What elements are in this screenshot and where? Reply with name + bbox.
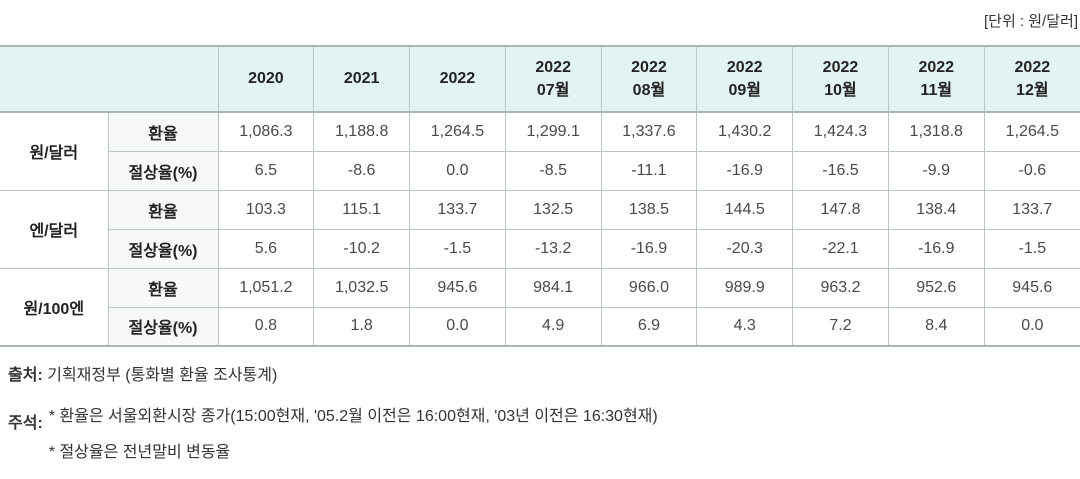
note-label: 주석: <box>8 415 43 432</box>
metric-label: 절상율(%) <box>108 306 219 347</box>
table-row: 원/100엔 환율 1,051.2 1,032.5 945.6 984.1 966.0 989… <box>0 267 1080 347</box>
value-cell: -1.5 <box>409 228 506 269</box>
column-header-2022-10월: 2022 10월 <box>792 45 889 113</box>
value-cell: 1,337.6 <box>600 111 698 152</box>
note-lines: * 환율은 서울외환시장 종가(15:00현재, '05.2월 이전은 16:0… <box>49 409 658 461</box>
source-label: 출처: <box>8 367 43 384</box>
metric-label: 환율 <box>107 267 219 308</box>
unit-label: [단위 : 원/달러] <box>983 13 1078 30</box>
value-cell: 115.1 <box>313 189 411 230</box>
metric-label: 절상율(%) <box>108 150 219 191</box>
value-cell: 5.6 <box>217 228 315 269</box>
value-cell: 1,264.5 <box>409 111 506 152</box>
value-cell: 1.8 <box>313 306 411 347</box>
value-cell: -16.5 <box>792 150 889 191</box>
value-cell: -13.2 <box>504 228 602 269</box>
value-cell: 1,430.2 <box>696 111 794 152</box>
table-row: 절상율(%) 0.8 1.8 0.0 4.9 6.9 4.3 7.2 8.4 0.0 <box>0 306 1080 347</box>
table-header: 2020 2021 2022 2022 07월 2022 08월 2022 09월 2022 10월… <box>0 45 1080 113</box>
value-cell: 138.4 <box>887 189 985 230</box>
value-cell: 138.5 <box>600 189 698 230</box>
currency-pair-label: 원/달러 <box>0 111 109 191</box>
value-cell: 989.9 <box>696 267 794 308</box>
value-cell: 147.8 <box>792 189 889 230</box>
value-cell: 966.0 <box>600 267 698 308</box>
metric-label: 환율 <box>107 111 219 152</box>
value-cell: -16.9 <box>600 228 698 269</box>
value-cell: 963.2 <box>792 267 889 308</box>
value-cell: 1,086.3 <box>217 111 315 152</box>
value-cell: -20.3 <box>696 228 794 269</box>
value-cell: -0.6 <box>983 150 1080 191</box>
currency-pair-label: 엔/달러 <box>0 189 109 269</box>
value-cell: -8.5 <box>504 150 602 191</box>
value-cell: 0.0 <box>983 306 1080 347</box>
note-block: 주석: * 환율은 서울외환시장 종가(15:00현재, '05.2월 이전은 … <box>8 409 658 461</box>
value-cell: -16.9 <box>696 150 794 191</box>
value-cell: 1,051.2 <box>217 267 315 308</box>
value-cell: -9.9 <box>887 150 985 191</box>
column-header-2020: 2020 <box>217 45 315 113</box>
source-line: 출처: 기획재정부 (통화별 환율 조사통계) <box>8 361 277 385</box>
value-cell: 144.5 <box>696 189 794 230</box>
table-row: 절상율(%) 5.6 -10.2 -1.5 -13.2 -16.9 -20.3 -22.1 -1… <box>0 228 1080 269</box>
table-row: 원/달러 환율 1,086.3 1,188.8 1,264.5 1,299.1 1,337.… <box>0 111 1080 191</box>
column-header-2022-11월: 2022 11월 <box>887 45 985 113</box>
value-cell: 0.0 <box>409 306 506 347</box>
value-cell: 945.6 <box>983 267 1080 308</box>
note-line: * 환율은 서울외환시장 종가(15:00현재, '05.2월 이전은 16:0… <box>48 408 658 425</box>
value-cell: 4.9 <box>504 306 602 347</box>
value-cell: 1,264.5 <box>983 111 1080 152</box>
value-cell: 4.3 <box>696 306 794 347</box>
value-cell: 1,299.1 <box>504 111 602 152</box>
value-cell: 103.3 <box>217 189 315 230</box>
currency-pair-label: 원/100엔 <box>0 267 109 347</box>
value-cell: 133.7 <box>409 189 506 230</box>
value-cell: 6.9 <box>600 306 698 347</box>
value-cell: -10.2 <box>313 228 411 269</box>
metric-label: 절상율(%) <box>108 228 219 269</box>
table-row: 엔/달러 환율 103.3 115.1 133.7 132.5 138.5 144.5 147.… <box>0 189 1080 269</box>
value-cell: 1,032.5 <box>313 267 411 308</box>
exchange-rate-table: 2020 2021 2022 2022 07월 2022 08월 2022 09월 2022 10월… <box>0 45 1080 347</box>
value-cell: 132.5 <box>504 189 602 230</box>
value-cell: 8.4 <box>887 306 985 347</box>
value-cell: -22.1 <box>792 228 889 269</box>
value-cell: 133.7 <box>983 189 1080 230</box>
metric-label: 환율 <box>107 189 219 230</box>
column-header-2022-07월: 2022 07월 <box>504 45 602 113</box>
value-cell: 1,188.8 <box>313 111 411 152</box>
header-row: 2020 2021 2022 2022 07월 2022 08월 2022 09월 2022 10월… <box>0 45 1080 113</box>
source-text: 기획재정부 (통화별 환율 조사통계) <box>47 367 278 384</box>
header-blank-cell <box>0 45 219 113</box>
value-cell: -16.9 <box>887 228 985 269</box>
value-cell: 7.2 <box>792 306 889 347</box>
value-cell: 1,424.3 <box>792 111 889 152</box>
value-cell: -11.1 <box>600 150 698 191</box>
value-cell: -8.6 <box>313 150 411 191</box>
value-cell: 984.1 <box>504 267 602 308</box>
value-cell: 0.0 <box>409 150 506 191</box>
column-header-2022-08월: 2022 08월 <box>600 45 698 113</box>
value-cell: -1.5 <box>983 228 1080 269</box>
value-cell: 952.6 <box>887 267 985 308</box>
value-cell: 0.8 <box>217 306 315 347</box>
column-header-2021: 2021 <box>313 45 411 113</box>
value-cell: 6.5 <box>217 150 315 191</box>
note-line: * 절상율은 전년말비 변동율 <box>48 444 231 461</box>
column-header-2022-09월: 2022 09월 <box>696 45 794 113</box>
table-row: 절상율(%) 6.5 -8.6 0.0 -8.5 -11.1 -16.9 -16.5 -9.9-… <box>0 150 1080 191</box>
column-header-2022: 2022 <box>409 45 506 113</box>
value-cell: 1,318.8 <box>887 111 985 152</box>
table-body: 원/달러 환율 1,086.3 1,188.8 1,264.5 1,299.1 1,337.… <box>0 111 1080 347</box>
column-header-2022-12월: 2022 12월 <box>983 45 1080 113</box>
value-cell: 945.6 <box>409 267 506 308</box>
